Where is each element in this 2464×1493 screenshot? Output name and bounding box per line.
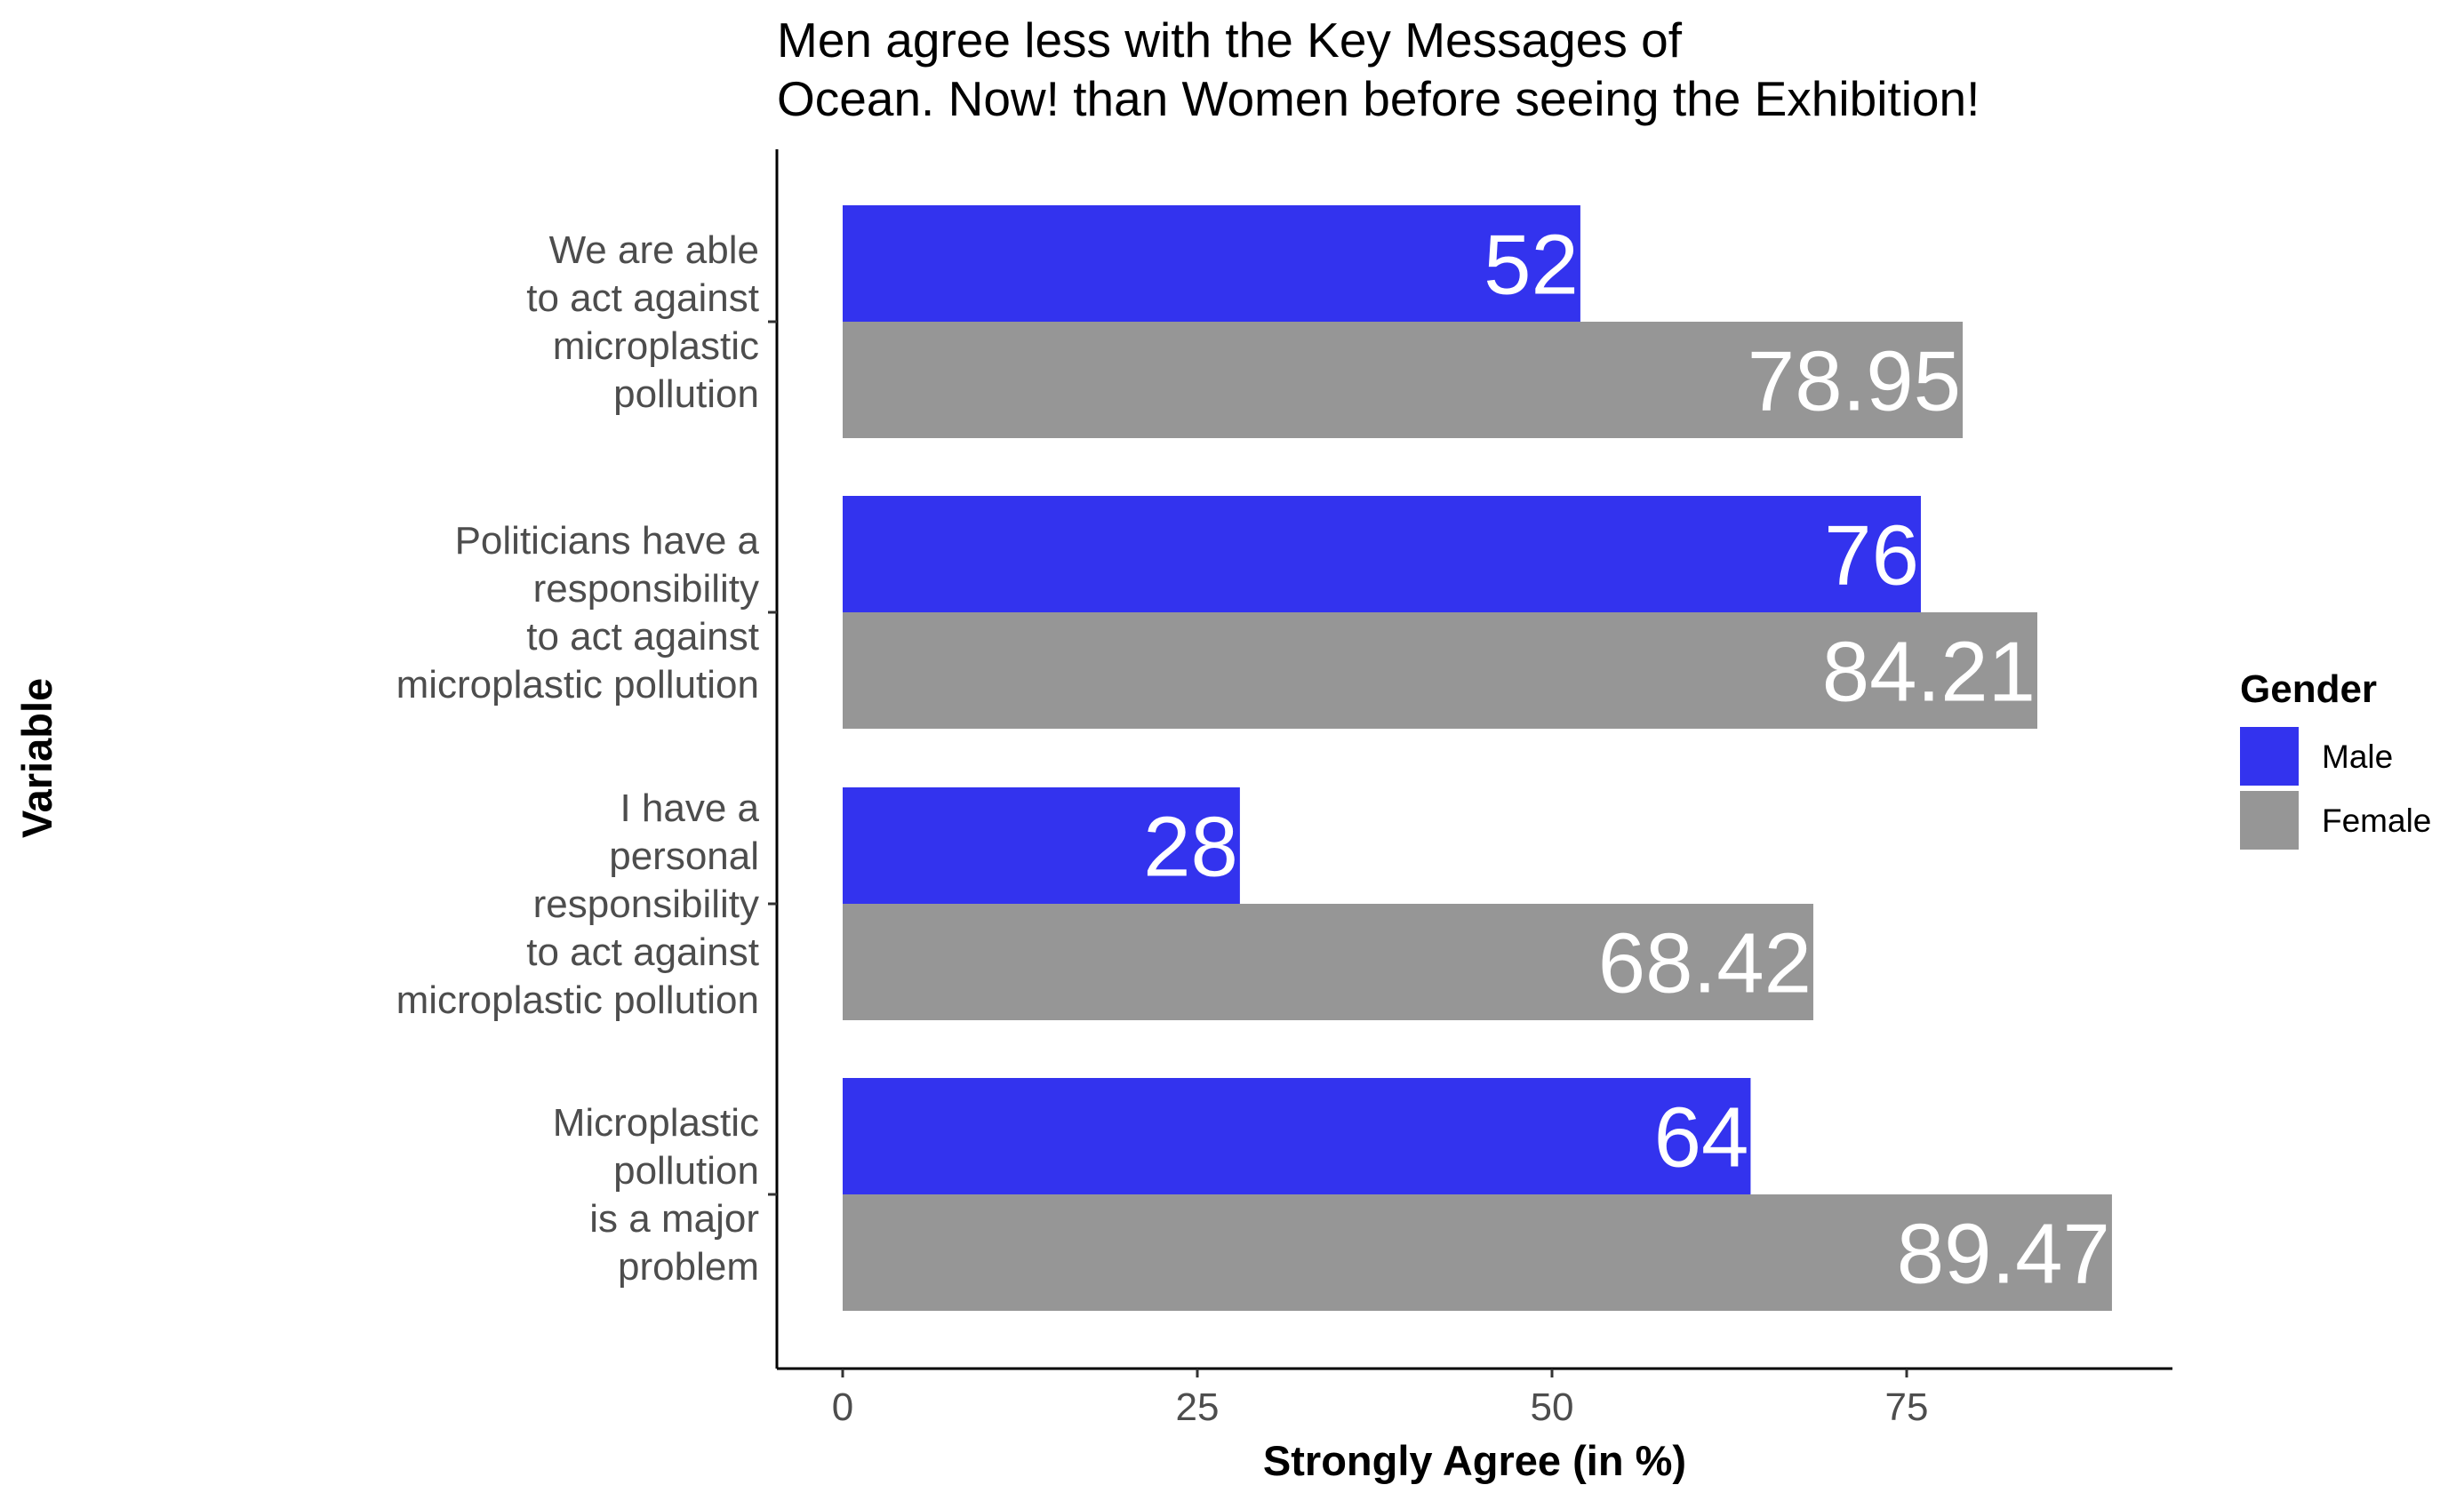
y-tick-label: microplastic pollution xyxy=(396,663,759,707)
bar-female xyxy=(843,322,1964,438)
bar-male xyxy=(843,496,1921,612)
y-tick-label: Microplastic xyxy=(553,1101,759,1145)
x-tick-label: 50 xyxy=(1531,1385,1574,1429)
bar-female xyxy=(843,904,1813,1020)
x-axis-ticks: 0 25 50 75 xyxy=(832,1369,1929,1429)
y-tick-label: problem xyxy=(618,1245,759,1289)
y-tick-label: pollution xyxy=(613,372,759,416)
bar-female xyxy=(843,1194,2112,1311)
legend: Gender Male Female xyxy=(2240,667,2431,850)
legend-label-male: Male xyxy=(2322,739,2393,775)
x-axis-title: Strongly Agree (in %) xyxy=(1263,1437,1686,1484)
data-label-female: 89.47 xyxy=(1897,1207,2110,1302)
data-label-male: 76 xyxy=(1824,508,1919,603)
data-label-female: 78.95 xyxy=(1748,334,1961,429)
legend-label-female: Female xyxy=(2322,802,2431,839)
y-tick-label: We are able xyxy=(549,228,759,272)
y-tick-label: microplastic xyxy=(553,324,759,368)
legend-swatch-male xyxy=(2240,727,2299,786)
chart-title-line: Men agree less with the Key Messages of xyxy=(777,12,1683,68)
axes xyxy=(768,149,2172,1370)
data-label-male: 64 xyxy=(1654,1090,1749,1186)
legend-title: Gender xyxy=(2240,667,2377,711)
y-tick-label: responsibility xyxy=(533,567,759,611)
y-tick-label: microplastic pollution xyxy=(396,978,759,1022)
value-labels: 52 78.95 76 84.21 28 68.42 64 89.47 xyxy=(1143,218,2110,1302)
y-tick-label: pollution xyxy=(613,1149,759,1193)
chart-title-line: Ocean. Now! than Women before seeing the… xyxy=(777,71,1980,126)
y-tick-label: to act against xyxy=(526,930,759,974)
y-tick-label: to act against xyxy=(526,615,759,659)
y-tick-label: is a major xyxy=(589,1197,759,1241)
y-tick-label: I have a xyxy=(620,786,759,830)
y-tick-label: to act against xyxy=(526,276,759,320)
bars xyxy=(843,205,2112,1311)
data-label-female: 84.21 xyxy=(1822,625,2036,720)
bar-female xyxy=(843,612,2037,729)
data-label-male: 28 xyxy=(1143,800,1238,895)
y-tick-label: Politicians have a xyxy=(455,519,760,563)
legend-swatch-female xyxy=(2240,791,2299,850)
y-tick-label: personal xyxy=(609,834,759,878)
y-axis-title: Variable xyxy=(13,678,60,838)
bar-male xyxy=(843,787,1240,904)
x-tick-label: 25 xyxy=(1176,1385,1220,1429)
x-tick-label: 75 xyxy=(1885,1385,1929,1429)
y-tick-label: responsibility xyxy=(533,882,759,926)
data-label-male: 52 xyxy=(1484,218,1579,313)
chart-title: Men agree less with the Key Messages ofO… xyxy=(777,12,1980,126)
bar-male xyxy=(843,205,1580,322)
data-label-female: 68.42 xyxy=(1598,916,1812,1011)
x-tick-label: 0 xyxy=(832,1385,853,1429)
bar-male xyxy=(843,1078,1751,1194)
